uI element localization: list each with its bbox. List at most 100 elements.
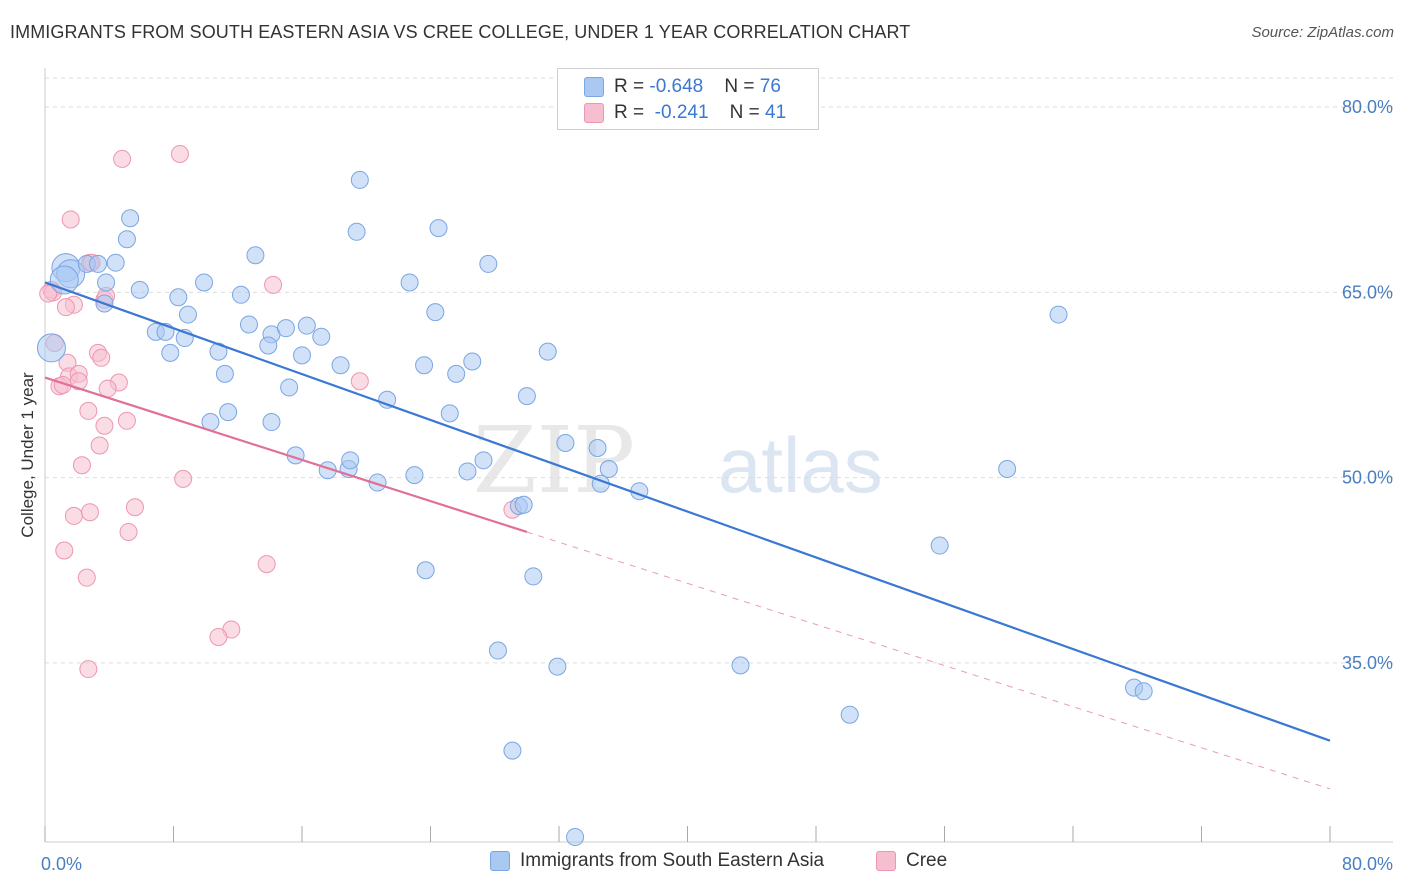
- immigrants-point-15: [246, 246, 265, 265]
- r-label-blue: R =: [614, 76, 650, 97]
- n-value-pink: 41: [765, 102, 787, 123]
- x-tick-label-min: 0.0%: [41, 854, 82, 874]
- immigrants-point-34: [262, 413, 281, 432]
- cree-point-40: [264, 275, 283, 294]
- cree-point-23: [79, 401, 98, 420]
- x-tick-label-max: 80.0%: [1342, 854, 1393, 874]
- cree-point-34: [77, 568, 96, 587]
- immigrants-point-8: [121, 209, 140, 228]
- grid-lines: [45, 77, 1393, 664]
- r-value-blue: -0.648: [649, 76, 704, 97]
- immigrants-point-31: [280, 378, 299, 397]
- immigrants-point-71: [930, 536, 949, 555]
- cree-point-39: [350, 372, 369, 391]
- cree-point-35: [257, 555, 276, 574]
- blue-swatch: [584, 77, 604, 97]
- stats-legend: R = -0.648 N = 76 R = -0.241 N = 41: [557, 68, 819, 130]
- immigrants-point-51: [479, 254, 498, 273]
- cree-point-31: [64, 506, 83, 525]
- immigrants-point-30: [215, 364, 234, 383]
- immigrants-point-27: [259, 336, 278, 355]
- immigrants-point-69: [731, 656, 750, 675]
- immigrants-point-66: [503, 741, 522, 760]
- r-value-pink: -0.241: [649, 102, 709, 123]
- legend-item-cree: Cree: [876, 850, 947, 872]
- stats-row-blue-text: R = -0.648 N = 76: [614, 76, 781, 98]
- immigrants-point-28: [293, 346, 311, 365]
- immigrants-point-68: [566, 828, 585, 847]
- trend-lines: [44, 281, 1331, 790]
- legend-item-immigrants: Immigrants from South Eastern Asia: [490, 850, 824, 872]
- immigrants-point-20: [161, 343, 180, 362]
- n-value-blue: 76: [759, 76, 781, 97]
- trend-line-0: [44, 281, 1331, 742]
- chart-title: IMMIGRANTS FROM SOUTH EASTERN ASIA VS CR…: [10, 22, 911, 42]
- cree-point-24: [117, 411, 136, 430]
- axes: [44, 68, 1393, 843]
- cree-point-14: [92, 348, 111, 367]
- cree-point-32: [119, 522, 138, 541]
- immigrants-point-57: [588, 438, 607, 457]
- immigrants-point-38: [341, 451, 360, 470]
- immigrants-points: [36, 170, 1153, 847]
- cree-point-9: [61, 210, 80, 229]
- n-label-blue: N =: [724, 76, 760, 97]
- cree-point-8: [170, 144, 189, 163]
- immigrants-point-72: [998, 459, 1017, 478]
- cree-point-33: [55, 541, 74, 560]
- immigrants-point-24: [276, 319, 295, 338]
- cree-point-29: [125, 498, 144, 517]
- immigrants-point-65: [488, 641, 507, 660]
- y-tick-label-80: 80.0%: [1342, 97, 1393, 117]
- cree-point-28: [174, 469, 193, 488]
- immigrants-point-14: [231, 285, 250, 304]
- cree-point-7: [113, 149, 132, 168]
- immigrants-point-55: [538, 342, 557, 361]
- immigrants-point-64: [524, 567, 543, 586]
- stats-row-pink: R = -0.241 N = 41: [584, 100, 786, 126]
- immigrants-point-33: [219, 403, 238, 422]
- cree-point-25: [95, 416, 114, 435]
- stats-row-pink-text: R = -0.241 N = 41: [614, 102, 786, 124]
- immigrants-point-70: [840, 705, 859, 724]
- cree-point-27: [72, 456, 91, 475]
- tick-labels: 35.0% 50.0% 65.0% 80.0% 0.0% 80.0%: [41, 97, 1393, 874]
- immigrants-point-25: [297, 316, 316, 335]
- immigrants-point-43: [415, 356, 434, 375]
- immigrants-point-56: [556, 434, 575, 453]
- immigrants-point-45: [429, 219, 448, 238]
- legend-swatch-pink: [876, 851, 896, 871]
- immigrants-point-9: [97, 273, 116, 292]
- y-axis-label: College, Under 1 year: [18, 372, 37, 538]
- r-label-pink: R =: [614, 102, 650, 123]
- immigrants-point-10: [130, 280, 149, 299]
- immigrants-point-5: [89, 254, 108, 273]
- immigrants-point-49: [463, 352, 482, 371]
- cree-point-2: [39, 284, 58, 303]
- immigrants-point-12: [169, 288, 188, 307]
- pink-swatch: [584, 103, 604, 123]
- immigrants-point-7: [117, 230, 136, 249]
- legend-label-immigrants: Immigrants from South Eastern Asia: [520, 850, 825, 871]
- trend-line-2: [526, 531, 1331, 790]
- cree-point-30: [80, 503, 99, 522]
- trend-line-1: [44, 376, 528, 534]
- immigrants-point-53: [514, 495, 533, 514]
- immigrants-point-21: [209, 342, 228, 361]
- immigrants-point-39: [368, 473, 387, 492]
- immigrants-point-50: [474, 451, 493, 470]
- legend-swatch-blue: [490, 851, 510, 871]
- immigrants-point-59: [599, 459, 618, 478]
- immigrants-point-29: [331, 356, 350, 375]
- immigrants-point-16: [178, 305, 197, 324]
- n-label-pink: N =: [729, 102, 766, 123]
- immigrants-point-47: [447, 364, 466, 383]
- immigrants-point-62: [347, 222, 366, 241]
- immigrants-point-22: [239, 315, 258, 334]
- immigrants-point-13: [195, 273, 214, 292]
- immigrants-point-67: [548, 657, 567, 676]
- watermark: ZIP atlas: [473, 407, 883, 514]
- stats-row-blue: R = -0.648 N = 76: [584, 74, 781, 100]
- immigrants-point-54: [517, 387, 536, 406]
